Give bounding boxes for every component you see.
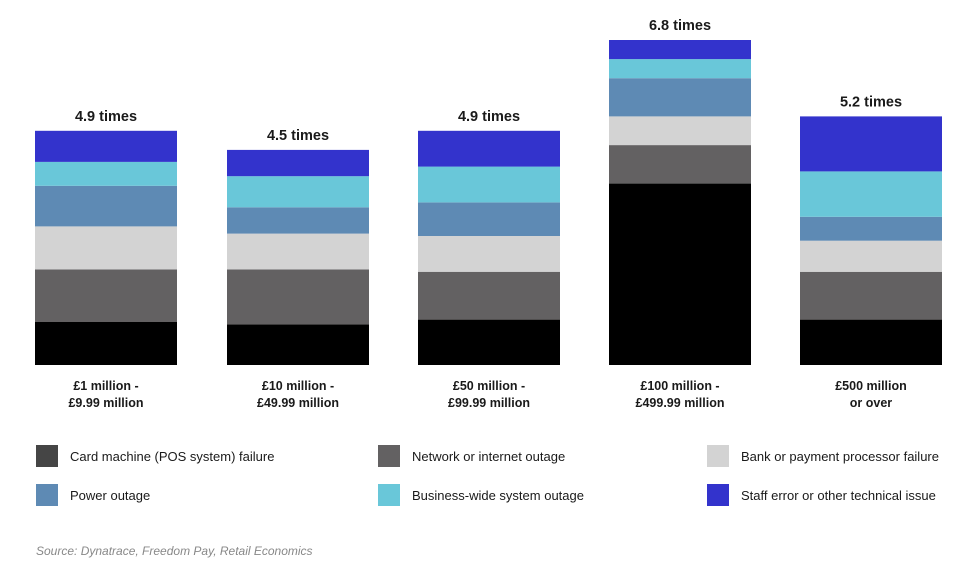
bar-segment-business-wide-system-outage-4 xyxy=(609,59,751,79)
bar-segment-bank-or-payment-processor-failure-2 xyxy=(227,233,369,270)
bar-total-label-3: 4.9 times xyxy=(458,109,520,125)
bar-total-label-1: 4.9 times xyxy=(75,109,137,125)
bar-segment-network-or-internet-outage-4 xyxy=(609,145,751,184)
bar-segment-network-or-internet-outage-5 xyxy=(800,271,942,320)
bar-segment-network-or-internet-outage-2 xyxy=(227,269,369,325)
bar-segment-card-machine-pos-system-failure-1 xyxy=(35,322,177,365)
bar-total-label-5: 5.2 times xyxy=(840,94,902,110)
bar-segment-business-wide-system-outage-2 xyxy=(227,176,369,208)
bar-segment-card-machine-pos-system-failure-5 xyxy=(800,319,942,365)
bar-segment-staff-error-or-other-technical-issue-5 xyxy=(800,116,942,172)
bar-total-label-2: 4.5 times xyxy=(267,128,329,144)
bar-segment-network-or-internet-outage-3 xyxy=(418,271,560,320)
bar-segment-staff-error-or-other-technical-issue-3 xyxy=(418,130,560,167)
bar-segment-power-outage-4 xyxy=(609,78,751,117)
bar-segment-business-wide-system-outage-3 xyxy=(418,166,560,203)
bar-segment-business-wide-system-outage-5 xyxy=(800,171,942,217)
bar-segment-staff-error-or-other-technical-issue-4 xyxy=(609,40,751,60)
category-label-1-line-1: £1 million - xyxy=(73,379,138,393)
category-label-4-line-1: £100 million - xyxy=(640,379,719,393)
bar-total-label-4: 6.8 times xyxy=(649,18,711,34)
bar-segment-power-outage-5 xyxy=(800,216,942,241)
category-label-3-line-1: £50 million - xyxy=(453,379,525,393)
category-label-5-line-2: or over xyxy=(850,396,893,410)
bar-segment-bank-or-payment-processor-failure-5 xyxy=(800,240,942,272)
bar-segment-card-machine-pos-system-failure-3 xyxy=(418,319,560,365)
category-label-2-line-1: £10 million - xyxy=(262,379,334,393)
source-note: Source: Dynatrace, Freedom Pay, Retail E… xyxy=(36,544,313,558)
bar-segment-power-outage-1 xyxy=(35,185,177,227)
bar-segment-card-machine-pos-system-failure-2 xyxy=(227,324,369,365)
category-label-4-line-2: £499.99 million xyxy=(636,396,725,410)
bar-segment-bank-or-payment-processor-failure-1 xyxy=(35,226,177,270)
bar-segment-bank-or-payment-processor-failure-4 xyxy=(609,116,751,146)
bar-segment-bank-or-payment-processor-failure-3 xyxy=(418,235,560,272)
bar-segment-card-machine-pos-system-failure-4 xyxy=(609,183,751,365)
bar-segment-network-or-internet-outage-1 xyxy=(35,269,177,322)
category-label-2-line-2: £49.99 million xyxy=(257,396,339,410)
category-label-3-line-2: £99.99 million xyxy=(448,396,530,410)
bar-segment-power-outage-2 xyxy=(227,207,369,234)
category-label-1-line-2: £9.99 million xyxy=(68,396,143,410)
bar-segment-staff-error-or-other-technical-issue-2 xyxy=(227,149,369,177)
bar-segment-business-wide-system-outage-1 xyxy=(35,161,177,186)
bar-segment-staff-error-or-other-technical-issue-1 xyxy=(35,130,177,162)
category-label-5-line-1: £500 million xyxy=(835,379,907,393)
bar-segment-power-outage-3 xyxy=(418,202,560,236)
